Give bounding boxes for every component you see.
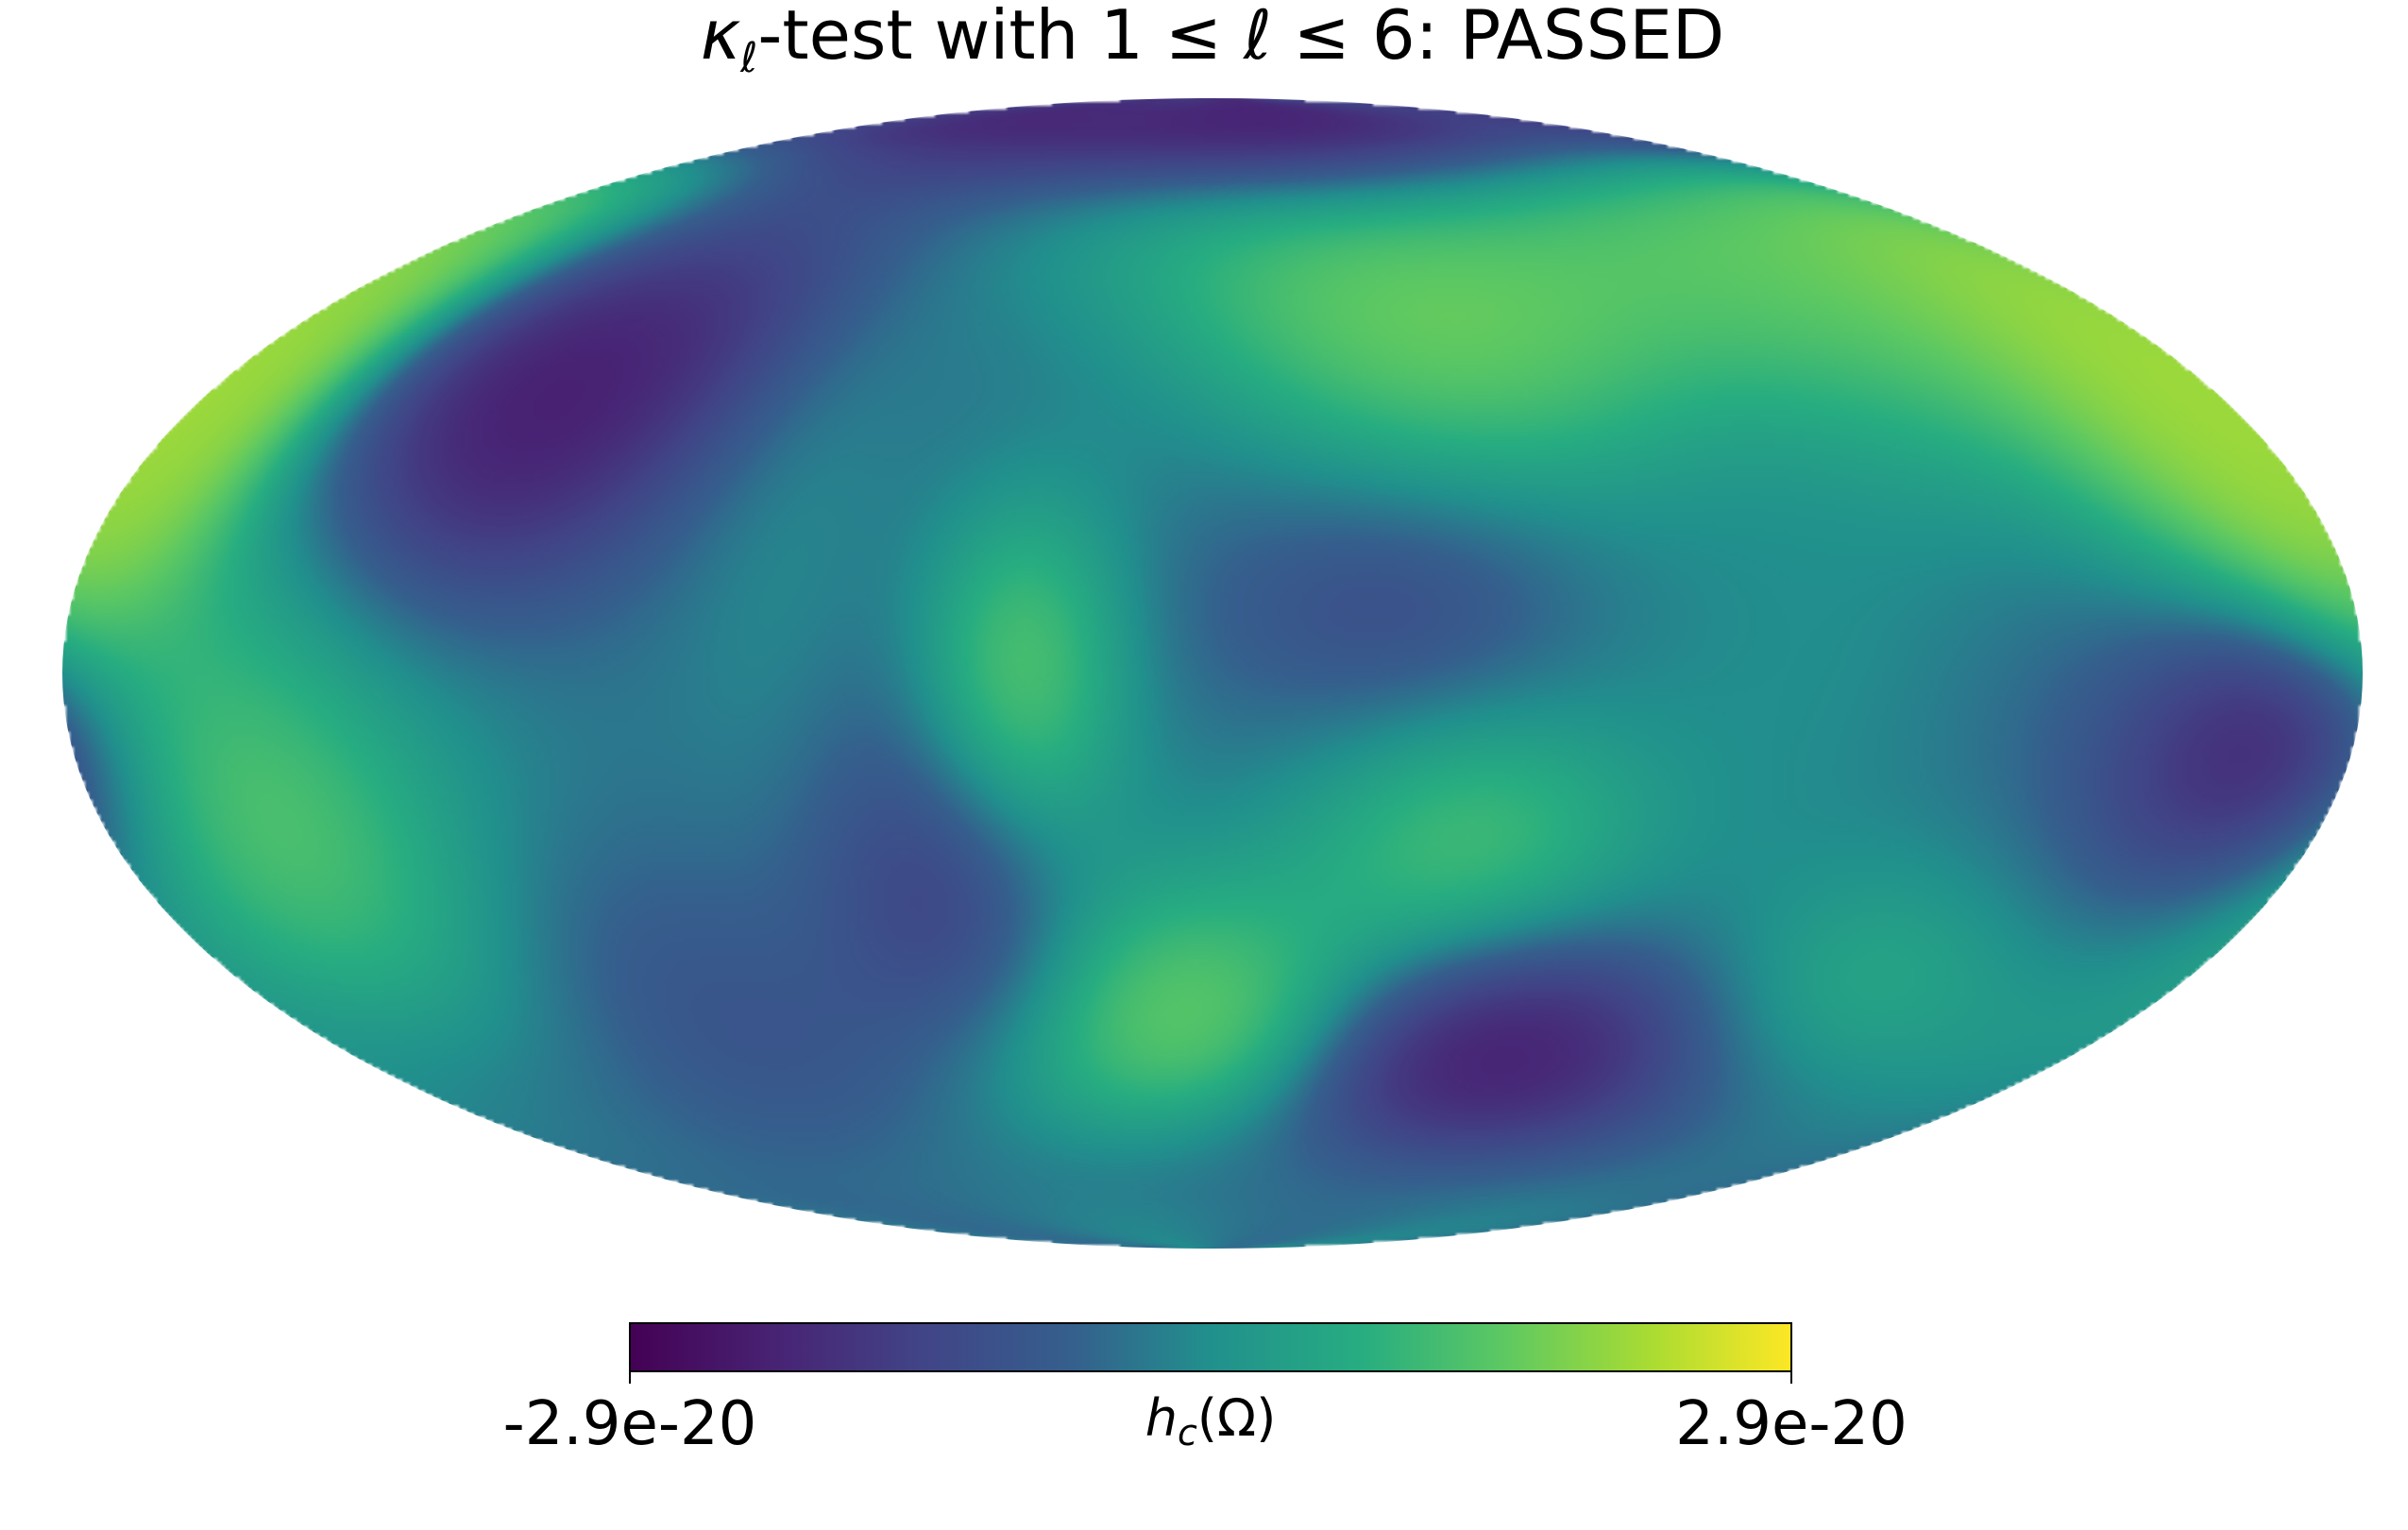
colorbar-min-label: -2.9e-20 [503, 1389, 757, 1459]
title-text: -test with 1 ≤ ℓ ≤ 6: PASSED [757, 0, 1724, 75]
colorbar-label-rest: (Ω) [1197, 1388, 1276, 1448]
colorbar-label-subscript: c [1178, 1412, 1197, 1454]
colorbar-max-label: 2.9e-20 [1675, 1389, 1908, 1459]
colorbar-label-symbol: h [1145, 1388, 1178, 1448]
colorbar: -2.9e-20 2.9e-20 hc(Ω) [503, 1322, 1908, 1459]
chart-title: κℓ-test with 1 ≤ ℓ ≤ 6: PASSED [701, 0, 1725, 82]
heatmap-image [62, 98, 2363, 1249]
title-kappa-symbol: κ [701, 0, 741, 75]
mollweide-map [62, 98, 2363, 1249]
colorbar-label: hc(Ω) [1145, 1388, 1277, 1454]
colorbar-gradient [629, 1322, 1792, 1372]
title-ell-subscript: ℓ [739, 34, 757, 82]
